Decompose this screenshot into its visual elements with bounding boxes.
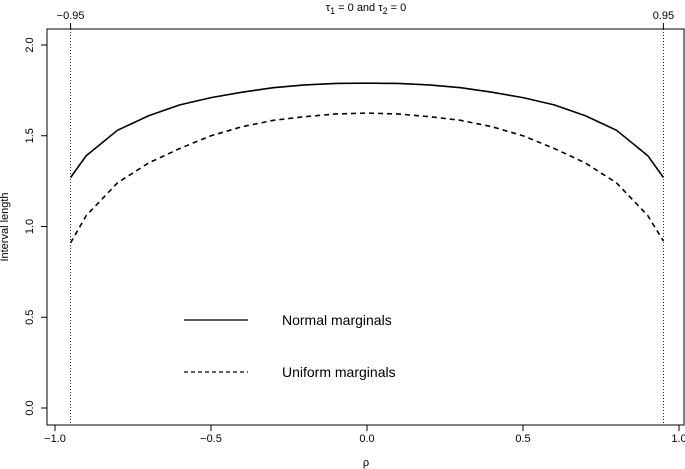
y-tick-label: 0.5 [24,310,36,325]
x-tick-label: 0.5 [515,433,530,445]
legend: Normal marginals Uniform marginals [184,312,396,380]
title-end: = 0 [388,2,407,14]
y-axis-title: Interval length [0,192,11,261]
y-axis: 0.0 0.5 1.0 1.5 2.0 [24,37,47,416]
x-axis-title: ρ [363,457,369,469]
series-line-normal [69,82,665,178]
chart-title: τ1 = 0 and τ2 = 0 [326,2,407,16]
series-line-uniform [69,112,665,244]
y-tick-label: 2.0 [24,37,36,52]
legend-label-uniform: Uniform marginals [282,364,396,380]
x-tick-label: −1.0 [44,433,66,445]
x-axis: −1.0 −0.5 0.0 0.5 1.0 [44,425,685,445]
top-axis: −0.95 0.95 [57,10,674,29]
reference-lines [70,29,664,425]
x-tick-label: 1.0 [671,433,685,445]
title-tau1: τ [326,2,331,14]
series-lines [69,82,665,244]
title-tau2: τ [378,2,383,14]
x-tick-label: −0.5 [200,433,222,445]
title-tau1-sub: 1 [330,6,335,16]
top-tick-label: 0.95 [653,10,674,22]
y-tick-label: 1.5 [24,128,36,143]
x-tick-label: 0.0 [359,433,374,445]
y-tick-label: 0.0 [24,400,36,415]
title-tau2-sub: 2 [383,6,388,16]
legend-label-normal: Normal marginals [282,312,392,328]
top-tick-label: −0.95 [57,10,85,22]
title-mid: = 0 and [335,2,378,14]
y-tick-label: 1.0 [24,219,36,234]
